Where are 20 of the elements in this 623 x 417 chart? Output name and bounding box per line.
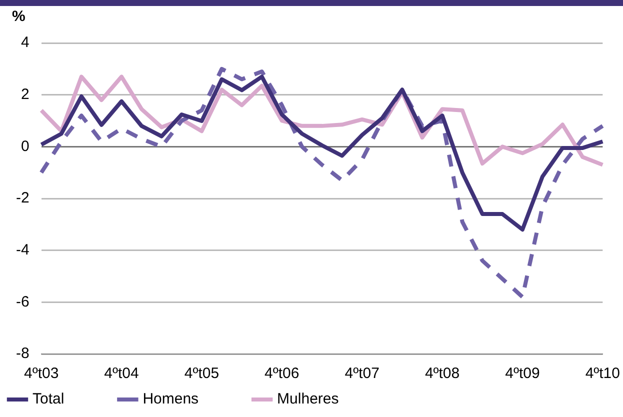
y-tick-label: -8 <box>16 345 30 362</box>
x-tick-label: 4ºt08 <box>424 365 460 382</box>
legend-label: Mulheres <box>277 390 389 408</box>
x-tick-label: 4ºt09 <box>505 365 540 382</box>
y-tick-label: -4 <box>16 241 30 258</box>
x-tick-label: 4ºt10 <box>585 365 620 382</box>
legend-label: Total <box>32 390 114 408</box>
y-tick-label: -2 <box>16 190 30 207</box>
x-tick-label: 4ºt06 <box>264 365 300 382</box>
x-tick-label: 4ºt05 <box>184 365 220 382</box>
legend-label: Homens <box>142 390 249 408</box>
y-tick-label: 2 <box>20 86 30 103</box>
y-tick-label: 0 <box>20 138 30 155</box>
y-axis-title: % <box>12 8 26 25</box>
x-tick-label: 4ºt07 <box>344 365 380 382</box>
line-series <box>39 66 605 299</box>
y-tick-label: -6 <box>16 293 30 310</box>
y-tick-label: 4 <box>20 34 30 52</box>
x-tick-label: 4ºt03 <box>24 365 59 382</box>
x-tick-label: 4ºt04 <box>104 365 139 382</box>
